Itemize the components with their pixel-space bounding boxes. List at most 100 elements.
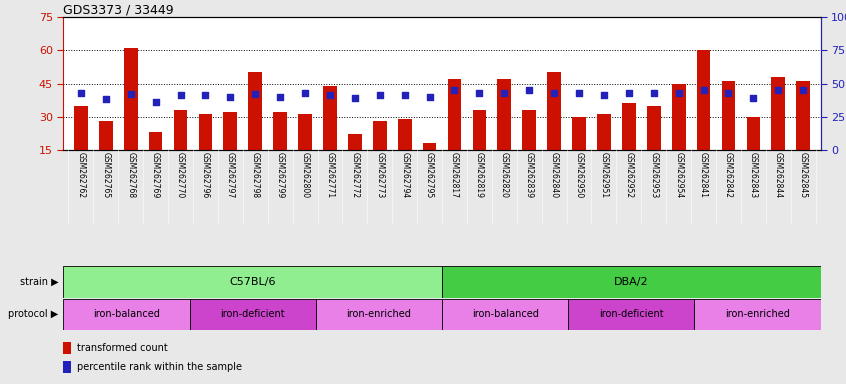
Point — [373, 93, 387, 99]
Bar — [597, 114, 611, 150]
Bar — [442, 266, 821, 298]
Text: GSM262950: GSM262950 — [574, 152, 584, 198]
Text: GSM262844: GSM262844 — [774, 152, 783, 198]
Bar — [348, 134, 362, 150]
Text: iron-enriched: iron-enriched — [725, 310, 790, 319]
Text: GSM262843: GSM262843 — [749, 152, 758, 198]
Text: C57BL/6: C57BL/6 — [229, 277, 276, 287]
Text: iron-balanced: iron-balanced — [472, 310, 539, 319]
Text: GSM262762: GSM262762 — [76, 152, 85, 198]
Text: GSM262768: GSM262768 — [126, 152, 135, 198]
Text: GSM262795: GSM262795 — [425, 152, 434, 198]
Bar — [547, 73, 561, 150]
Text: GSM262839: GSM262839 — [525, 152, 534, 198]
Point — [423, 94, 437, 100]
Bar — [99, 121, 113, 150]
Point — [99, 96, 113, 103]
Text: GSM262770: GSM262770 — [176, 152, 185, 198]
Text: GDS3373 / 33449: GDS3373 / 33449 — [63, 3, 174, 16]
Text: GSM262819: GSM262819 — [475, 152, 484, 198]
Text: GSM262800: GSM262800 — [300, 152, 310, 198]
Bar — [298, 114, 312, 150]
Bar — [223, 112, 237, 150]
Bar — [722, 81, 735, 150]
Bar — [695, 299, 821, 330]
Bar — [273, 112, 287, 150]
Text: GSM262954: GSM262954 — [674, 152, 684, 198]
Bar — [647, 106, 661, 150]
Point — [299, 90, 312, 96]
Point — [547, 90, 561, 96]
Point — [199, 93, 212, 99]
Point — [323, 93, 337, 99]
Text: GSM262796: GSM262796 — [201, 152, 210, 198]
Bar — [63, 342, 71, 354]
Bar — [74, 106, 88, 150]
Text: iron-deficient: iron-deficient — [599, 310, 663, 319]
Point — [348, 95, 361, 101]
Text: GSM262772: GSM262772 — [350, 152, 360, 198]
Text: transformed count: transformed count — [77, 343, 168, 353]
Point — [249, 91, 262, 97]
Point — [722, 90, 735, 96]
Text: GSM262771: GSM262771 — [326, 152, 334, 198]
Text: GSM262797: GSM262797 — [226, 152, 235, 198]
Point — [622, 90, 635, 96]
Bar — [497, 79, 511, 150]
Bar — [522, 110, 536, 150]
Bar — [149, 132, 162, 150]
Text: GSM262773: GSM262773 — [376, 152, 384, 198]
Bar — [190, 299, 316, 330]
Bar — [473, 110, 486, 150]
Bar — [622, 103, 635, 150]
Text: strain ▶: strain ▶ — [19, 277, 58, 287]
Point — [173, 93, 187, 99]
Point — [448, 87, 461, 93]
Bar — [323, 86, 337, 150]
Point — [796, 87, 810, 93]
Text: GSM262820: GSM262820 — [500, 152, 508, 198]
Point — [572, 90, 585, 96]
Point — [273, 94, 287, 100]
Text: GSM262845: GSM262845 — [799, 152, 808, 198]
Point — [223, 94, 237, 100]
Bar — [63, 266, 442, 298]
Text: GSM262952: GSM262952 — [624, 152, 634, 198]
Text: GSM262794: GSM262794 — [400, 152, 409, 198]
Bar — [373, 121, 387, 150]
Text: GSM262769: GSM262769 — [151, 152, 160, 198]
Point — [697, 87, 711, 93]
Text: iron-deficient: iron-deficient — [221, 310, 285, 319]
Point — [523, 87, 536, 93]
Bar — [173, 110, 187, 150]
Text: DBA/2: DBA/2 — [614, 277, 649, 287]
Bar — [63, 299, 190, 330]
Bar — [746, 117, 761, 150]
Point — [74, 90, 88, 96]
Bar — [697, 50, 711, 150]
Bar — [249, 73, 262, 150]
Text: GSM262841: GSM262841 — [699, 152, 708, 198]
Text: GSM262842: GSM262842 — [724, 152, 733, 198]
Bar — [572, 117, 586, 150]
Point — [647, 90, 661, 96]
Text: iron-enriched: iron-enriched — [347, 310, 411, 319]
Text: GSM262951: GSM262951 — [600, 152, 608, 198]
Bar — [448, 79, 461, 150]
Point — [597, 93, 611, 99]
Point — [747, 95, 761, 101]
Text: GSM262953: GSM262953 — [649, 152, 658, 198]
Text: GSM262799: GSM262799 — [276, 152, 284, 198]
Point — [672, 90, 685, 96]
Bar — [672, 84, 685, 150]
Text: GSM262817: GSM262817 — [450, 152, 459, 198]
Bar — [796, 81, 810, 150]
Bar — [442, 299, 569, 330]
Text: iron-balanced: iron-balanced — [93, 310, 160, 319]
Bar — [124, 48, 138, 150]
Bar — [199, 114, 212, 150]
Bar — [569, 299, 695, 330]
Bar — [423, 143, 437, 150]
Point — [497, 90, 511, 96]
Text: percentile rank within the sample: percentile rank within the sample — [77, 362, 243, 372]
